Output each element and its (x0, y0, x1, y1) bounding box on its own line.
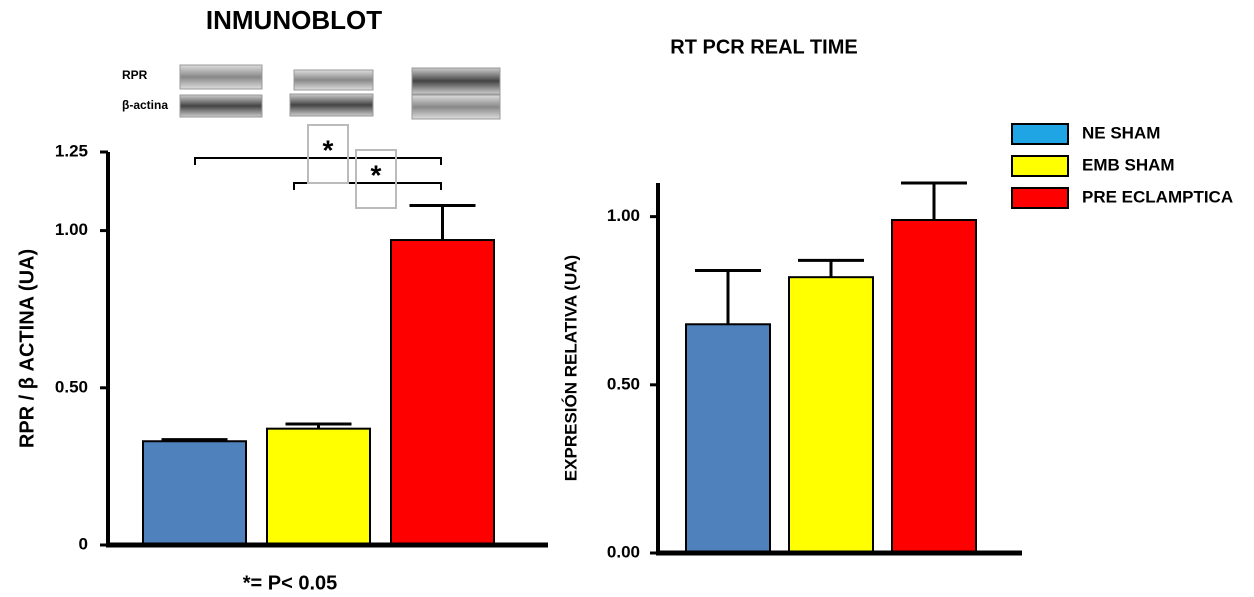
blots (180, 65, 500, 119)
y-tick-label: 0.50 (55, 377, 88, 396)
legend-swatch (1012, 188, 1068, 208)
y-tick-label: 1.00 (607, 206, 640, 225)
legend-label: EMB SHAM (1082, 155, 1175, 174)
blot-label: RPR (122, 68, 148, 82)
blot (412, 68, 500, 94)
blot-label: β-actina (122, 98, 168, 112)
significance (195, 125, 441, 208)
annotation: *= P< 0.05 (243, 572, 338, 594)
blot (294, 70, 373, 90)
bar (789, 277, 873, 553)
bracket (195, 158, 441, 165)
legend-label: PRE ECLAMPTICA (1082, 187, 1233, 206)
blot (180, 95, 262, 117)
bracket (294, 183, 441, 190)
bar (892, 220, 976, 553)
y-axis-label: EXPRESIÓN RELATIVA (UA) (561, 255, 580, 481)
y-tick-label: 0.50 (607, 374, 640, 393)
bar (267, 429, 370, 545)
bar (391, 240, 494, 545)
legend-label: NE SHAM (1082, 123, 1160, 142)
bar (143, 441, 246, 545)
blot (290, 94, 373, 116)
y-tick-label: 1.25 (55, 141, 88, 160)
blot (412, 95, 500, 119)
y-tick-label: 1.00 (55, 220, 88, 239)
legend-swatch (1012, 156, 1068, 176)
legend-swatch (1012, 124, 1068, 144)
significance-star: * (371, 159, 382, 190)
figure: INMUNOBLOT RPR / β ACTINA (UA) 0 0.50 1.00 1.… (0, 0, 1254, 597)
chart-title: RT PCR REAL TIME (670, 36, 857, 58)
chart-title: INMUNOBLOT (206, 5, 382, 35)
bar (686, 324, 770, 553)
y-tick-label: 0 (79, 534, 88, 553)
blot (180, 65, 262, 89)
significance-star: * (323, 134, 334, 165)
y-axis-label: RPR / β ACTINA (UA) (16, 249, 38, 448)
y-tick-label: 0.00 (607, 542, 640, 561)
